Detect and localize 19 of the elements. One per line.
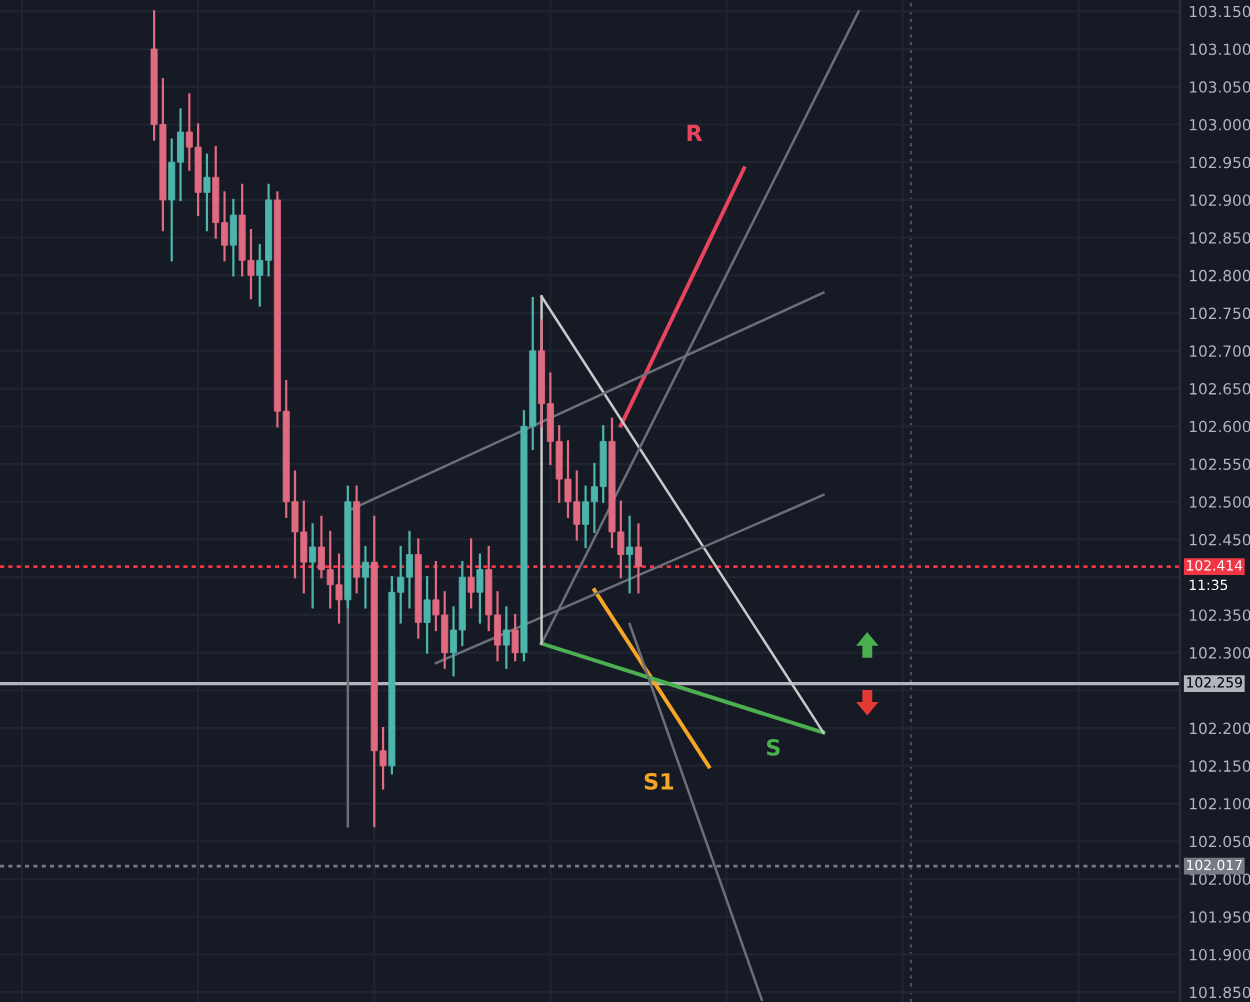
candlestick xyxy=(229,198,237,277)
candlestick xyxy=(423,576,431,654)
series-label: S xyxy=(766,738,780,756)
candlestick xyxy=(203,153,211,232)
candlestick xyxy=(309,523,317,609)
candlestick xyxy=(361,545,369,609)
candlestick xyxy=(502,606,510,669)
text: R xyxy=(687,124,703,142)
series-label: S1 xyxy=(644,772,674,790)
candlestick xyxy=(511,613,519,662)
candlestick xyxy=(626,515,634,594)
candlestick xyxy=(168,138,176,262)
candlestick xyxy=(194,123,202,217)
candlestick xyxy=(582,485,590,549)
candlestick xyxy=(476,553,484,624)
candlestick xyxy=(634,523,642,594)
candlestick xyxy=(467,538,475,609)
candlestick xyxy=(405,530,413,609)
candlestick xyxy=(212,146,220,239)
